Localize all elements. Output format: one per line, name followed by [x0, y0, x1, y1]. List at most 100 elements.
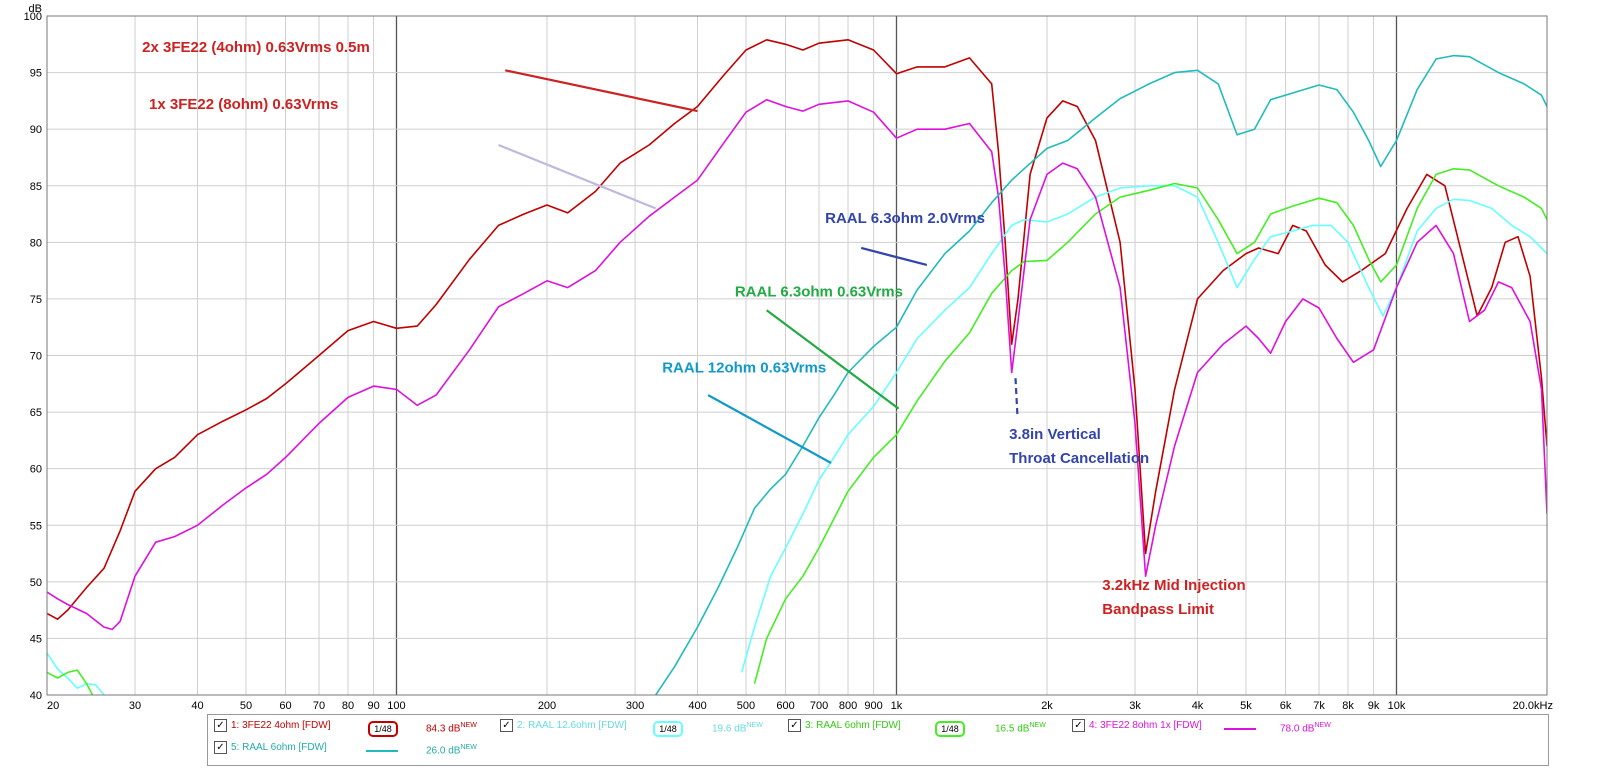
x-tick-label: 20.0kHz: [1513, 700, 1553, 712]
x-tick-label: 10k: [1388, 700, 1406, 712]
x-tick-label: 600: [776, 700, 794, 712]
x-tick-label: 80: [342, 700, 354, 712]
series-line-1: [47, 39, 1547, 620]
series-line-2: [47, 185, 1547, 695]
x-tick-label: 1k: [891, 700, 903, 712]
x-tick-label: 50: [240, 700, 252, 712]
annotation-pointer-4: [766, 309, 900, 410]
y-tick-label: 40: [30, 690, 42, 702]
x-tick-label: 6k: [1280, 700, 1292, 712]
annotation-label-6: Throat Cancellation: [1009, 450, 1149, 467]
x-tick-label: 800: [839, 700, 857, 712]
x-tick-label: 7k: [1313, 700, 1325, 712]
x-tick-label: 300: [626, 700, 644, 712]
legend-item-5[interactable]: ✓ 5: RAAL 6ohm [FDW]: [214, 741, 327, 754]
legend-label-2: 2: RAAL 12.6ohm [FDW]: [517, 720, 627, 731]
x-tick-label: 500: [737, 700, 755, 712]
legend-checkbox-1[interactable]: ✓: [214, 719, 227, 732]
legend-swatch-5: [366, 750, 398, 752]
x-tick-label: 5k: [1240, 700, 1252, 712]
legend-label-3: 3: RAAL 6ohm [FDW]: [805, 720, 901, 731]
legend-checkbox-5[interactable]: ✓: [214, 741, 227, 754]
y-tick-label: 100: [24, 11, 42, 23]
legend-item-1[interactable]: ✓ 1: 3FE22 4ohm [FDW]: [214, 719, 330, 732]
x-tick-label: 2k: [1041, 700, 1053, 712]
frequency-response-chart: 2x 3FE22 (4ohm) 0.63Vrms 0.5m 1x 3FE22 (8…: [24, 3, 1553, 712]
legend-item-3[interactable]: ✓ 3: RAAL 6ohm [FDW]: [788, 719, 901, 732]
legend-checkbox-2[interactable]: ✓: [500, 719, 513, 732]
legend-level-3-value: 16.5 dB: [995, 723, 1030, 735]
series-line-3: [47, 168, 1547, 695]
series-line-5: [655, 54, 1547, 695]
x-tick-label: 90: [367, 700, 379, 712]
x-tick-label: 900: [864, 700, 882, 712]
grid: [46, 15, 1548, 696]
smoothing-badge-2[interactable]: 1/48: [653, 721, 683, 737]
y-tick-label: 65: [30, 407, 42, 419]
legend-level-3-tag: NEW: [1029, 722, 1046, 729]
legend-level-1-value: 84.3 dB: [426, 723, 461, 735]
smoothing-badge-3[interactable]: 1/48: [935, 721, 965, 737]
legend-level-5-value: 26.0 dB: [426, 745, 461, 757]
series-layer: [47, 39, 1547, 695]
legend-level-5-tag: NEW: [460, 744, 477, 751]
y-tick-label: 60: [30, 464, 42, 476]
legend-level-4: 78.0 dBNEW: [1280, 722, 1331, 734]
annotation-label-7: Bandpass Limit: [1102, 601, 1214, 618]
x-tick-label: 70: [313, 700, 325, 712]
annotation-label-3: RAAL 6.3ohm 2.0Vrms: [825, 210, 985, 227]
legend-level-5: 26.0 dBNEW: [426, 744, 477, 756]
legend-level-1-tag: NEW: [460, 722, 477, 729]
legend-label-1: 1: 3FE22 4ohm [FDW]: [231, 720, 331, 731]
annotation-pointer-6: [1014, 378, 1019, 415]
legend-level-3: 16.5 dBNEW: [995, 722, 1046, 734]
legend-swatch-4: [1224, 728, 1256, 730]
x-tick-label: 400: [688, 700, 706, 712]
x-tick-label: 20: [47, 700, 59, 712]
legend-item-2[interactable]: ✓ 2: RAAL 12.6ohm [FDW]: [500, 719, 627, 732]
legend-level-4-tag: NEW: [1314, 722, 1331, 729]
x-tick-label: 100: [387, 700, 405, 712]
annotation-label-6: 3.8in Vertical: [1009, 426, 1101, 443]
y-tick-label: 55: [30, 520, 42, 532]
annotations: 2x 3FE22 (4ohm) 0.63Vrms 0.5m 1x 3FE22 (8…: [142, 39, 1245, 618]
annotation-pointer-5: [707, 394, 832, 464]
y-axis-label: dB: [29, 3, 42, 15]
legend-label-5: 5: RAAL 6ohm [FDW]: [231, 742, 327, 753]
x-tick-label: 60: [279, 700, 291, 712]
legend-checkbox-4[interactable]: ✓: [1072, 719, 1085, 732]
legend-level-4-value: 78.0 dB: [1280, 723, 1315, 735]
x-tick-label: 700: [810, 700, 828, 712]
y-tick-label: 50: [30, 577, 42, 589]
y-tick-label: 90: [30, 124, 42, 136]
plot-frame: [46, 15, 1548, 696]
annotation-label-7: 3.2kHz Mid Injection: [1102, 577, 1245, 594]
x-tick-label: 8k: [1342, 700, 1354, 712]
x-tick-label: 200: [538, 700, 556, 712]
x-tick-label: 3k: [1129, 700, 1141, 712]
y-tick-label: 70: [30, 351, 42, 363]
legend-checkbox-3[interactable]: ✓: [788, 719, 801, 732]
annotation-pointer-2: [498, 143, 657, 210]
legend-label-4: 4: 3FE22 8ohm 1x [FDW]: [1089, 720, 1202, 731]
legend-level-2-value: 19.6 dB: [712, 723, 747, 735]
y-tick-label: 80: [30, 237, 42, 249]
x-tick-label: 4k: [1192, 700, 1204, 712]
legend-level-2-tag: NEW: [746, 722, 763, 729]
annotation-label-5: RAAL 12ohm 0.63Vrms: [662, 359, 826, 376]
annotation-pointer-3: [860, 246, 928, 267]
legend-level-2: 19.6 dBNEW: [712, 722, 763, 734]
legend: ✓ 1: 3FE22 4ohm [FDW] 1/48 84.3 dBNEW ✓ …: [207, 714, 1549, 766]
x-tick-label: 40: [191, 700, 203, 712]
x-tick-label: 9k: [1368, 700, 1380, 712]
legend-item-4[interactable]: ✓ 4: 3FE22 8ohm 1x [FDW]: [1072, 719, 1202, 732]
y-tick-label: 95: [30, 68, 42, 80]
annotation-label-4: RAAL 6.3ohm 0.63Vrms: [735, 284, 903, 301]
smoothing-badge-1[interactable]: 1/48: [368, 721, 398, 737]
annotation-pointer-1: [504, 69, 698, 113]
annotation-label-1: 2x 3FE22 (4ohm) 0.63Vrms 0.5m: [142, 39, 370, 56]
legend-level-1: 84.3 dBNEW: [426, 722, 477, 734]
x-tick-label: 30: [129, 700, 141, 712]
y-tick-label: 75: [30, 294, 42, 306]
